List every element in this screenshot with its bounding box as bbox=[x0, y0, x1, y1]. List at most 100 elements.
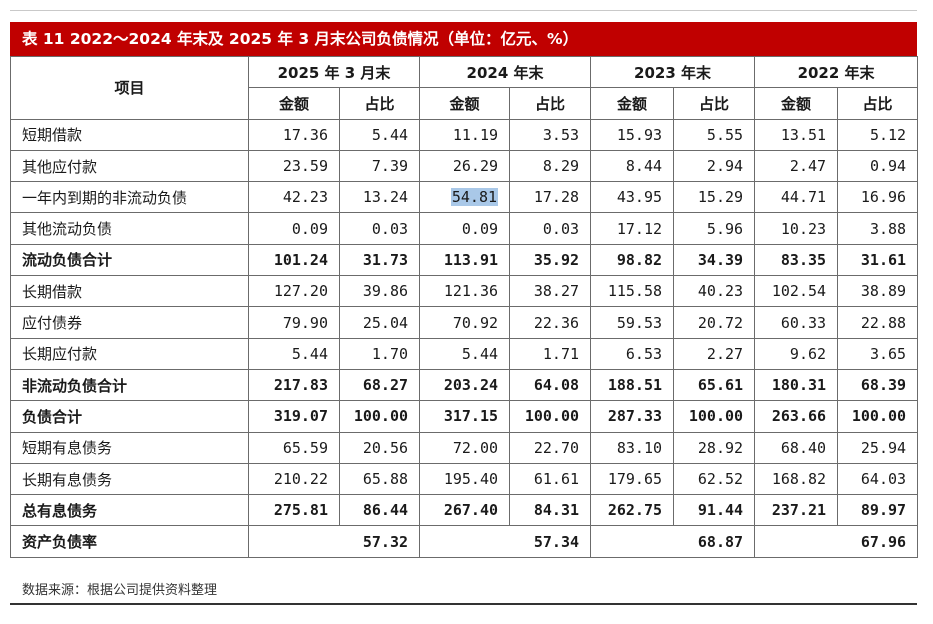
value-cell: 26.29 bbox=[419, 149, 511, 183]
header-row-metrics: 金额 占比 金额 占比 金额 占比 金额 占比 bbox=[11, 87, 919, 120]
value-cell: 11.19 bbox=[419, 118, 511, 151]
row-label: 其他应付款 bbox=[10, 149, 249, 183]
table-row-leverage: 资产负债率 57.32 57.34 68.87 67.96 bbox=[10, 525, 919, 558]
value-cell: 13.51 bbox=[754, 118, 839, 151]
row-label: 应付债券 bbox=[10, 306, 249, 339]
value-cell: 217.83 bbox=[248, 368, 340, 402]
value-cell: 5.44 bbox=[419, 337, 511, 370]
value-cell: 102.54 bbox=[754, 275, 839, 308]
value-cell: 127.20 bbox=[248, 275, 340, 308]
period-header-2022: 2022 年末 bbox=[754, 55, 919, 89]
empty-cell bbox=[419, 525, 510, 558]
value-cell: 100.00 bbox=[509, 400, 592, 433]
top-divider bbox=[10, 10, 917, 11]
value-cell: 35.92 bbox=[509, 243, 592, 277]
value-cell: 203.24 bbox=[419, 368, 511, 402]
value-cell: 40.23 bbox=[673, 275, 756, 308]
value-cell: 65.88 bbox=[338, 462, 421, 496]
value-cell: 2.27 bbox=[673, 337, 756, 370]
value-cell: 0.03 bbox=[509, 212, 592, 245]
value-cell: 98.82 bbox=[590, 243, 675, 277]
value-cell: 8.29 bbox=[509, 149, 592, 183]
period-header-2025q1: 2025 年 3 月末 bbox=[247, 55, 421, 89]
value-cell: 319.07 bbox=[248, 400, 340, 433]
value-cell: 54.81 bbox=[419, 181, 511, 214]
value-cell: 20.72 bbox=[673, 306, 756, 339]
value-cell: 17.36 bbox=[248, 118, 340, 151]
table-row: 短期有息债务 65.59 20.56 72.00 22.70 83.10 28.92 68.4… bbox=[10, 431, 919, 464]
row-label: 非流动负债合计 bbox=[10, 368, 249, 402]
row-label: 长期应付款 bbox=[10, 337, 249, 370]
row-label: 长期借款 bbox=[10, 275, 249, 308]
value-cell: 0.03 bbox=[338, 212, 421, 245]
value-cell: 22.88 bbox=[837, 306, 919, 339]
value-cell: 68.40 bbox=[754, 431, 839, 464]
table-row: 非流动负债合计 217.83 68.27 203.24 64.08 188.51 65.61… bbox=[10, 368, 919, 402]
value-cell: 267.40 bbox=[419, 494, 511, 527]
value-cell: 195.40 bbox=[419, 462, 511, 496]
value-cell: 83.10 bbox=[590, 431, 675, 464]
table-row: 总有息债务 275.81 86.44 267.40 84.31 262.75 91.44 23… bbox=[10, 494, 919, 527]
source-note: 数据来源：根据公司提供资料整理 bbox=[22, 583, 218, 598]
value-cell: 13.24 bbox=[338, 181, 421, 214]
value-cell: 168.82 bbox=[754, 462, 839, 496]
value-cell: 3.53 bbox=[509, 118, 592, 151]
table-row: 长期借款 127.20 39.86 121.36 38.27 115.58 40.23 102… bbox=[10, 275, 919, 308]
value-cell: 5.12 bbox=[837, 118, 919, 151]
value-cell: 1.70 bbox=[338, 337, 421, 370]
row-label: 其他流动负债 bbox=[10, 212, 249, 245]
value-cell: 43.95 bbox=[590, 181, 675, 214]
value-cell: 72.00 bbox=[419, 431, 511, 464]
empty-cell bbox=[754, 525, 838, 558]
value-cell: 57.32 bbox=[339, 525, 421, 558]
row-label: 短期借款 bbox=[10, 118, 249, 151]
value-cell: 15.29 bbox=[673, 181, 756, 214]
amount-header: 金额 bbox=[419, 87, 511, 120]
item-header: 项目 bbox=[10, 56, 249, 120]
value-cell: 0.94 bbox=[837, 149, 919, 183]
value-cell: 38.89 bbox=[837, 275, 919, 308]
value-cell: 100.00 bbox=[338, 400, 421, 433]
value-cell: 15.93 bbox=[590, 118, 675, 151]
value-cell: 25.94 bbox=[837, 431, 919, 464]
value-cell: 180.31 bbox=[754, 368, 839, 402]
value-cell: 68.87 bbox=[673, 525, 756, 558]
value-cell: 61.61 bbox=[509, 462, 592, 496]
value-cell: 25.04 bbox=[338, 306, 421, 339]
value-cell: 64.08 bbox=[509, 368, 592, 402]
table-row: 长期应付款 5.44 1.70 5.44 1.71 6.53 2.27 9.62 3.65 bbox=[10, 337, 919, 370]
value-cell: 101.24 bbox=[248, 243, 340, 277]
period-header-2023: 2023 年末 bbox=[590, 55, 756, 89]
table-row: 其他流动负债 0.09 0.03 0.09 0.03 17.12 5.96 10.23 3.88 bbox=[10, 212, 919, 245]
value-cell: 5.55 bbox=[673, 118, 756, 151]
value-cell: 121.36 bbox=[419, 275, 511, 308]
value-cell: 8.44 bbox=[590, 149, 675, 183]
value-cell: 79.90 bbox=[248, 306, 340, 339]
amount-header: 金额 bbox=[590, 87, 675, 120]
table-row: 一年内到期的非流动负债 42.23 13.24 54.81 17.28 43.95 15.2… bbox=[10, 181, 919, 214]
value-cell: 100.00 bbox=[673, 400, 756, 433]
value-cell: 57.34 bbox=[509, 525, 592, 558]
value-cell: 2.94 bbox=[673, 149, 756, 183]
empty-cell bbox=[248, 525, 340, 558]
value-cell: 287.33 bbox=[590, 400, 675, 433]
value-cell: 83.35 bbox=[754, 243, 839, 277]
value-cell: 237.21 bbox=[754, 494, 839, 527]
value-cell: 44.71 bbox=[754, 181, 839, 214]
value-cell: 91.44 bbox=[673, 494, 756, 527]
selected-text-highlight[interactable]: 54.81 bbox=[450, 188, 499, 207]
value-cell: 20.56 bbox=[338, 431, 421, 464]
value-cell: 86.44 bbox=[338, 494, 421, 527]
table-row: 短期借款 17.36 5.44 11.19 3.53 15.93 5.55 13.51 5.12 bbox=[10, 118, 919, 151]
amount-header: 金额 bbox=[248, 87, 340, 120]
row-label: 总有息债务 bbox=[10, 494, 249, 527]
liability-table: 项目 2025 年 3 月末 2024 年末 2023 年末 2022 年末 金… bbox=[10, 55, 919, 558]
value-cell: 42.23 bbox=[248, 181, 340, 214]
value-cell: 34.39 bbox=[673, 243, 756, 277]
row-label: 长期有息债务 bbox=[10, 462, 249, 496]
value-cell: 275.81 bbox=[248, 494, 340, 527]
table-body: 短期借款 17.36 5.44 11.19 3.53 15.93 5.55 13.51 5.12… bbox=[10, 118, 919, 558]
empty-cell bbox=[590, 525, 674, 558]
value-cell: 70.92 bbox=[419, 306, 511, 339]
value-cell: 59.53 bbox=[590, 306, 675, 339]
